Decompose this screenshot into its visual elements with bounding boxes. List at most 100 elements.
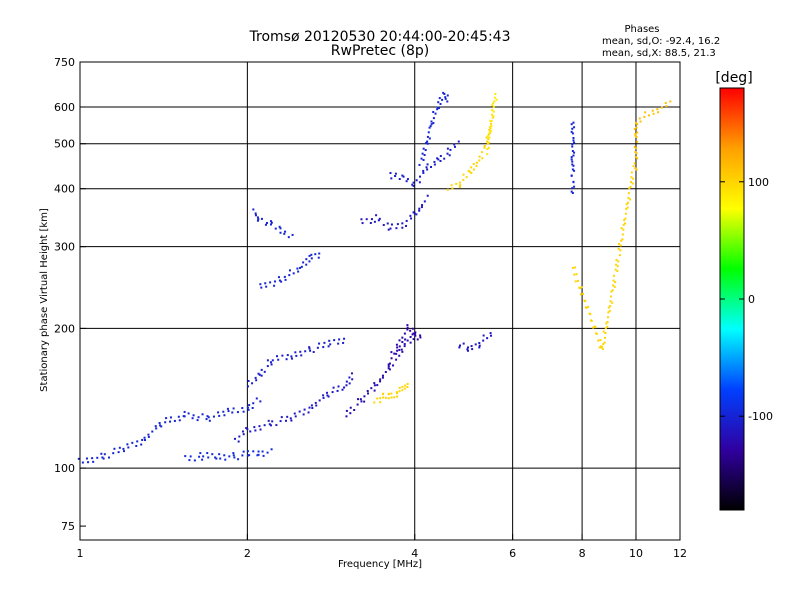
echo-point [439, 102, 442, 105]
echo-trace-2 [233, 372, 354, 443]
echo-point [241, 454, 244, 457]
echo-point [398, 390, 401, 393]
echo-point [260, 286, 263, 289]
echo-point [602, 330, 605, 333]
echo-point [614, 281, 617, 284]
echo-point [159, 424, 162, 427]
echo-point [361, 222, 364, 225]
echo-point [302, 261, 305, 264]
echo-point [573, 151, 576, 154]
echo-point [327, 395, 330, 398]
echo-point [625, 207, 628, 210]
echo-point [446, 147, 449, 150]
echo-point [475, 165, 478, 168]
echo-point [455, 182, 458, 185]
echo-point [286, 354, 289, 357]
echo-point [570, 190, 573, 193]
echo-point [222, 410, 225, 413]
echo-point [252, 208, 255, 211]
echo-point [629, 185, 632, 188]
echo-point [488, 141, 491, 144]
echo-point [572, 181, 575, 184]
echo-point [390, 392, 393, 395]
echo-point [443, 157, 446, 160]
echo-point [264, 282, 267, 285]
echo-point [279, 420, 282, 423]
echo-point [326, 394, 329, 397]
echo-point [237, 440, 240, 443]
echo-point [603, 341, 606, 344]
echo-point [207, 416, 210, 419]
echo-point [571, 143, 574, 146]
echo-point [228, 455, 231, 458]
echo-point [395, 227, 398, 230]
echo-point [633, 145, 636, 148]
echo-point [266, 365, 269, 368]
echo-point [432, 117, 435, 120]
x-axis-label: Frequency [MHz] [338, 559, 422, 570]
echo-point [227, 410, 230, 413]
echo-point [375, 214, 378, 217]
echo-point [616, 265, 619, 268]
echo-point [398, 386, 401, 389]
echo-point [246, 406, 249, 409]
echo-point [612, 284, 615, 287]
echo-point [406, 178, 409, 181]
echo-point [624, 222, 627, 225]
echo-point [275, 355, 278, 358]
echo-point [269, 223, 272, 226]
echo-trace-6 [387, 324, 422, 366]
echo-point [283, 232, 286, 235]
echo-point [300, 265, 303, 268]
echo-trace-5 [373, 382, 409, 404]
echo-point [401, 336, 404, 339]
echo-point [300, 354, 303, 357]
echo-point [604, 332, 607, 335]
echo-point [459, 184, 462, 187]
echo-point [284, 230, 287, 233]
echo-point [232, 407, 235, 410]
echo-point [396, 346, 399, 349]
echo-point [570, 158, 573, 161]
echo-point [192, 414, 195, 417]
echo-point [634, 134, 637, 137]
echo-point [437, 107, 440, 110]
echo-point [219, 457, 222, 460]
echo-point [415, 179, 418, 182]
echo-point [635, 168, 638, 171]
echo-point [489, 127, 492, 130]
echo-point [193, 459, 196, 462]
echo-point [248, 454, 251, 457]
echo-point [433, 160, 436, 163]
echo-point [458, 186, 461, 189]
echo-point [624, 217, 627, 220]
echo-point [584, 306, 587, 309]
colorbar-tick-label-100: 100 [748, 176, 769, 189]
echo-point [406, 324, 409, 327]
echo-point [611, 289, 614, 292]
echo-point [428, 137, 431, 140]
echo-point [426, 194, 429, 197]
echo-point [289, 417, 292, 420]
echo-point [579, 293, 582, 296]
echo-point [183, 415, 186, 418]
echo-point [299, 266, 302, 269]
echo-point [421, 152, 424, 155]
echo-point [379, 397, 382, 400]
echo-point [609, 295, 612, 298]
echo-point [381, 392, 384, 395]
echo-point [403, 387, 406, 390]
echo-point [660, 106, 663, 109]
echo-point [310, 257, 313, 260]
echo-point [198, 455, 201, 458]
echo-point [261, 450, 264, 453]
echo-point [318, 342, 321, 345]
echo-point [135, 444, 138, 447]
echo-point [379, 401, 382, 404]
echo-point [613, 285, 616, 288]
echo-point [478, 155, 481, 158]
echo-point [487, 138, 490, 141]
echo-point [394, 172, 397, 175]
echo-point [472, 168, 475, 171]
echo-point [481, 151, 484, 154]
